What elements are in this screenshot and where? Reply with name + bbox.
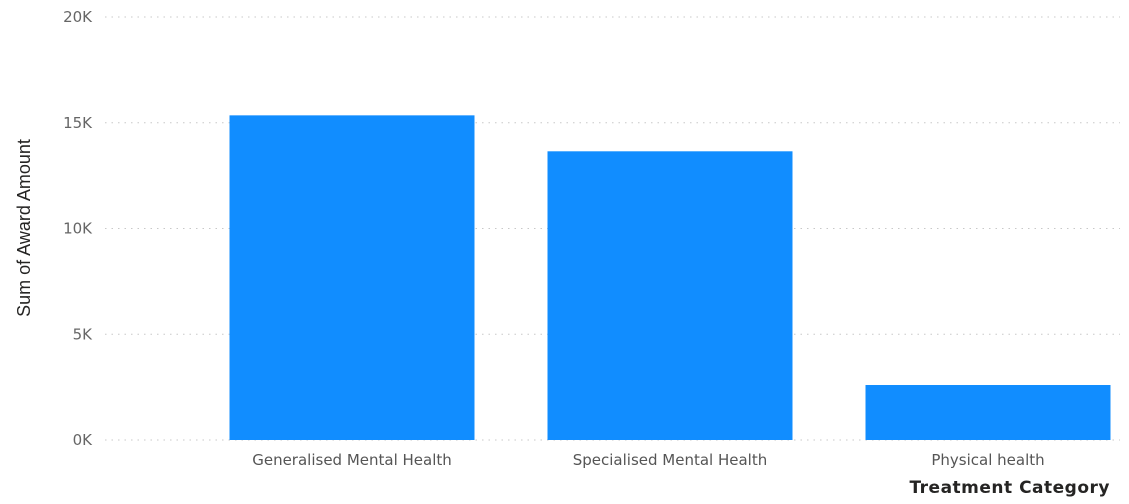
y-axis-title: Sum of Award Amount [14, 139, 34, 317]
y-axis-ticks: 0K 5K 10K 15K 20K [63, 8, 93, 449]
x-axis-title: Treatment Category [909, 478, 1110, 498]
bars [229, 115, 1111, 441]
x-tick-label: Generalised Mental Health [252, 451, 452, 469]
y-tick-label: 15K [63, 114, 93, 132]
bar[interactable] [865, 385, 1111, 440]
x-axis-ticks: Generalised Mental Health Specialised Men… [252, 451, 1044, 469]
y-tick-label: 5K [73, 325, 94, 343]
x-tick-label: Specialised Mental Health [573, 451, 768, 469]
bar[interactable] [547, 151, 793, 441]
y-tick-label: 10K [63, 220, 93, 238]
bar[interactable] [229, 115, 475, 440]
y-tick-label: 20K [63, 8, 93, 26]
y-tick-label: 0K [73, 431, 94, 449]
x-tick-label: Physical health [931, 451, 1044, 469]
